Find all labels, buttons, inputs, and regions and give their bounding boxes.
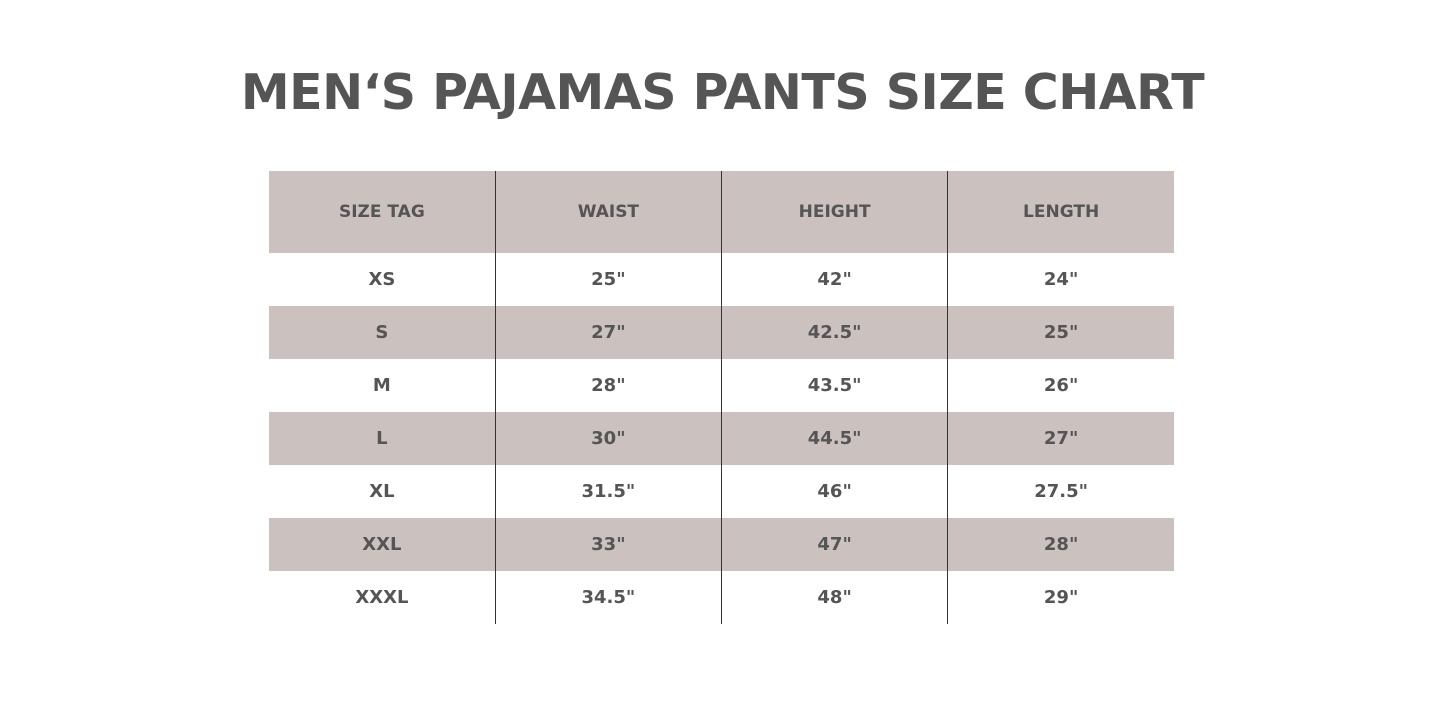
cell-height: 44.5" [720,412,948,465]
header-waist: WAIST [494,171,722,253]
cell-length: 24" [947,253,1174,306]
cell-waist: 34.5" [494,571,722,624]
cell-size-tag: S [269,306,496,359]
table-row: M 28" 43.5" 26" [269,359,1174,412]
cell-size-tag: XL [369,481,395,502]
cell-waist: 25" [494,253,722,306]
header-length: LENGTH [947,171,1174,253]
cell-height: 42.5" [720,306,948,359]
cell-waist: 31.5" [494,465,722,518]
cell-height: 43.5" [720,359,948,412]
cell-length: 28" [947,518,1174,571]
size-chart-table: SIZE TAG WAIST HEIGHT LENGTH XS 25" 42" 24"… [269,171,1174,624]
cell-height: 47" [720,518,948,571]
table-row: XXL 33" 47" 28" [269,518,1174,571]
table-row: XS 25" 42" 24" [269,253,1174,306]
table-header-row: SIZE TAG WAIST HEIGHT LENGTH [269,171,1174,253]
cell-length: 29" [947,571,1174,624]
cell-size-tag: XXL [269,518,496,571]
cell-waist: 27" [494,306,722,359]
cell-height: 48" [720,571,948,624]
cell-length: 27" [947,412,1174,465]
table-row: XXXL 34.5" 48" 29" [269,571,1174,624]
cell-length: 27.5" [947,465,1174,518]
header-height: HEIGHT [720,171,948,253]
cell-length: 26" [947,359,1174,412]
table-row: L 30" 44.5" 27" [269,412,1174,465]
cell-size-tag: L [269,412,496,465]
cell-height: 42" [720,253,948,306]
page-title: MEN‘S PAJAMAS PANTS SIZE CHART [240,64,1205,121]
table-row: S 27" 42.5" 25" [269,306,1174,359]
cell-size-tag: XXXL [355,587,409,608]
cell-height: 46" [720,465,948,518]
header-size-tag: SIZE TAG [269,171,496,253]
cell-waist: 30" [494,412,722,465]
cell-size-tag: XS [368,269,396,290]
table-row: XL 31.5" 46" 27.5" [269,465,1174,518]
cell-length: 25" [947,306,1174,359]
cell-waist: 33" [494,518,722,571]
cell-size-tag: M [372,375,391,396]
cell-waist: 28" [494,359,722,412]
